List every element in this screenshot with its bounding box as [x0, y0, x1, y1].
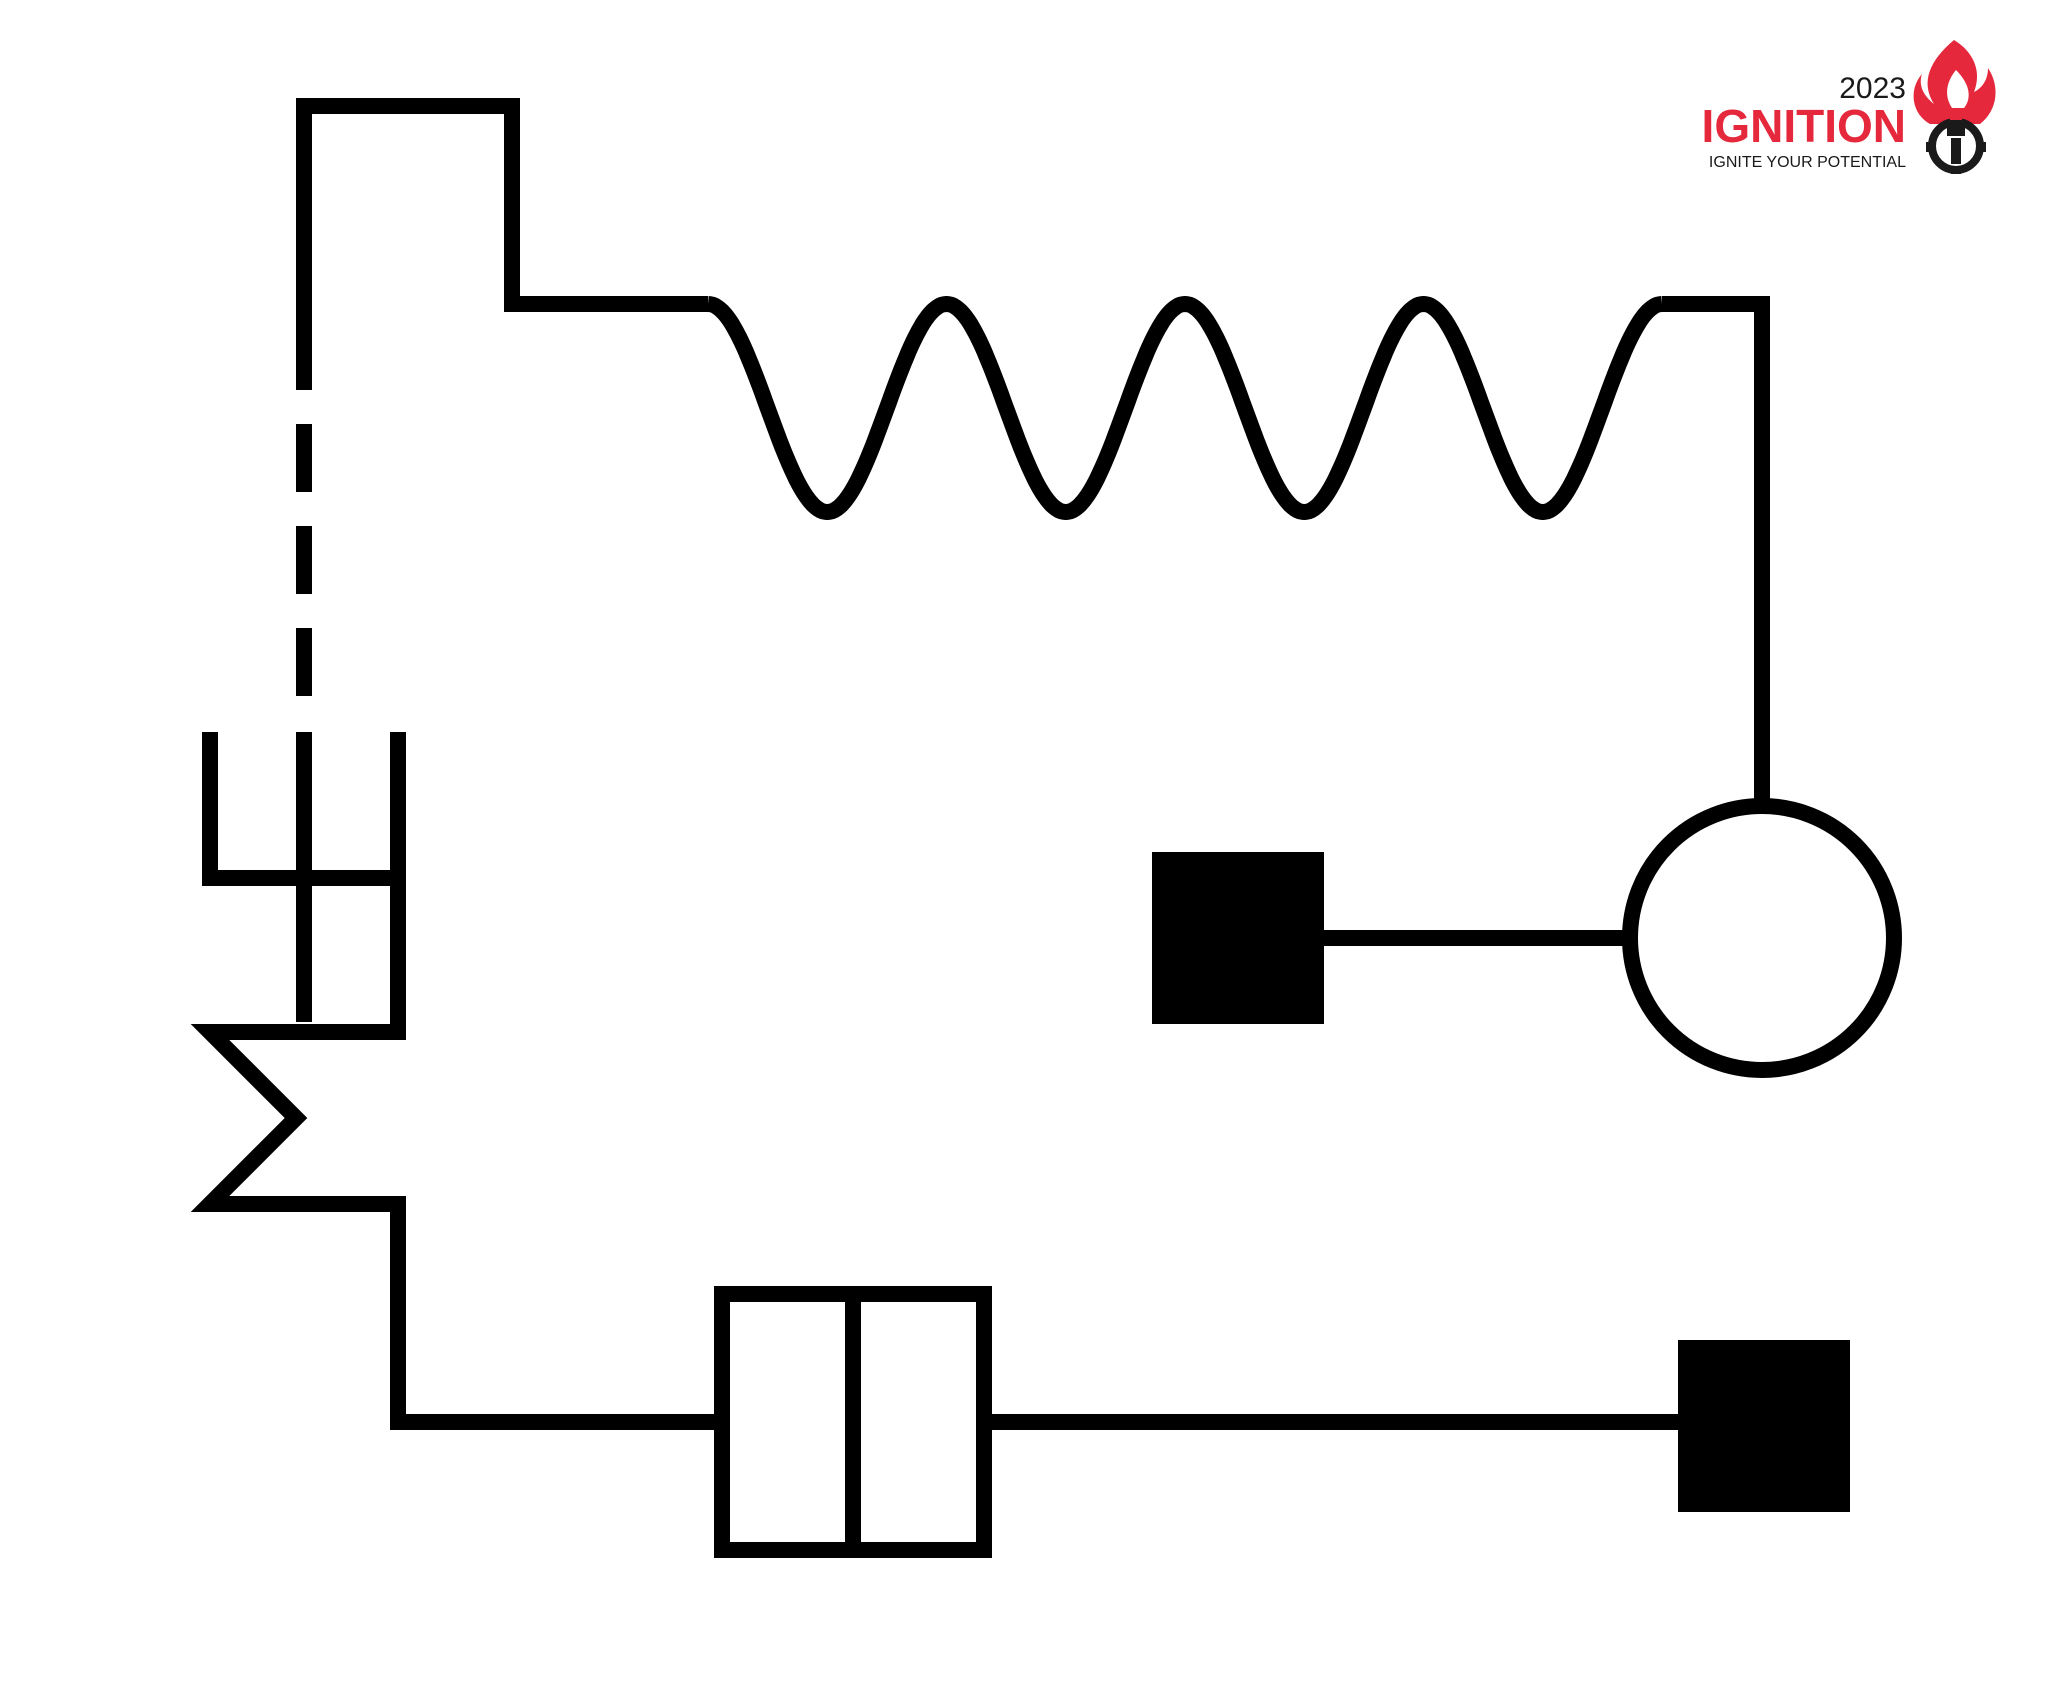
fork-right-wire [190, 732, 722, 1430]
bottom-right-solid-square [1678, 1340, 1850, 1512]
middle-solid-square [1152, 852, 1324, 1024]
logo-name: IGNITION [1702, 100, 1906, 152]
double-box-component [714, 1286, 992, 1558]
sine-wave-wire [702, 296, 1668, 520]
logo-tagline: IGNITE YOUR POTENTIAL [1709, 154, 1906, 171]
flame-spark-plug-gear-icon [1913, 40, 1996, 174]
right-vertical-wire [1662, 296, 1770, 806]
dashed-line [296, 424, 312, 1022]
fork-symbol [202, 732, 398, 886]
logo-year: 2023 [1839, 72, 1906, 105]
ignition-logo: 2023 IGNITION IGNITE YOUR POTENTIAL [1702, 40, 1996, 174]
top-step-wire [296, 98, 708, 390]
hollow-circle [1622, 798, 1902, 1078]
